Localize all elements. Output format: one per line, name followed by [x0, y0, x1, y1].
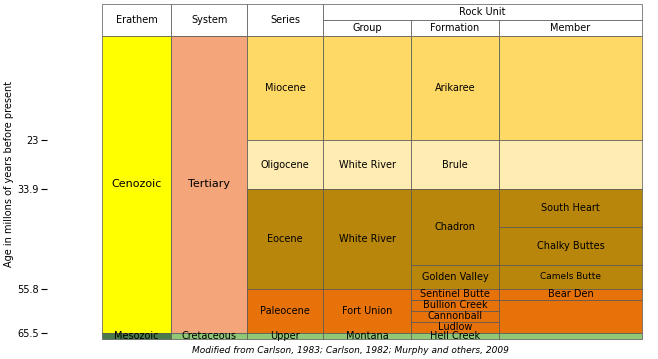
Text: Bullion Creek: Bullion Creek — [422, 300, 488, 310]
Bar — [499, 140, 642, 190]
Bar — [171, 4, 247, 36]
Text: Mesozoic: Mesozoic — [114, 331, 159, 341]
Text: Arikaree: Arikaree — [435, 83, 475, 93]
Bar — [499, 289, 642, 300]
Bar — [499, 227, 642, 265]
Bar — [247, 4, 323, 36]
Bar — [101, 4, 171, 36]
Text: Eocene: Eocene — [267, 234, 303, 244]
Bar — [411, 300, 499, 311]
Text: Erathem: Erathem — [116, 15, 157, 25]
Bar — [411, 289, 499, 300]
Bar — [411, 140, 499, 190]
Text: Upper: Upper — [270, 331, 300, 341]
Bar — [499, 20, 642, 36]
Text: Montana: Montana — [345, 331, 388, 341]
Bar — [323, 140, 411, 190]
Bar — [411, 20, 499, 36]
Bar — [499, 265, 642, 289]
Text: Oligocene: Oligocene — [261, 160, 309, 170]
Text: White River: White River — [339, 234, 395, 244]
Bar — [101, 333, 171, 340]
Text: Member: Member — [550, 23, 590, 33]
Bar — [323, 333, 411, 340]
Bar — [411, 333, 499, 340]
Bar — [171, 36, 247, 333]
Text: Rock Unit: Rock Unit — [459, 7, 505, 17]
Text: Bear Den: Bear Den — [547, 289, 594, 299]
Text: Paleocene: Paleocene — [260, 306, 310, 316]
Bar — [499, 333, 642, 340]
Text: Brule: Brule — [442, 160, 468, 170]
Text: Cenozoic: Cenozoic — [111, 179, 162, 189]
Text: Cannonball: Cannonball — [428, 311, 482, 321]
Text: Miocene: Miocene — [265, 83, 305, 93]
Bar — [411, 190, 499, 265]
Bar — [499, 190, 642, 227]
Bar — [323, 190, 411, 289]
Bar — [499, 36, 642, 140]
Bar — [247, 36, 323, 140]
Text: Golden Valley: Golden Valley — [422, 272, 488, 282]
Bar — [323, 4, 642, 20]
Text: Cretaceous: Cretaceous — [182, 331, 237, 341]
Bar — [247, 333, 323, 340]
Bar — [323, 289, 411, 333]
Text: Ludlow: Ludlow — [438, 322, 472, 332]
Bar — [499, 300, 642, 333]
Text: Sentinel Butte: Sentinel Butte — [420, 289, 490, 299]
Bar — [101, 36, 171, 333]
Text: Formation: Formation — [430, 23, 480, 33]
Bar — [323, 20, 411, 36]
Text: Hell Creek: Hell Creek — [430, 331, 480, 341]
Text: Modified from Carlson, 1983; Carlson, 1982; Murphy and others, 2009: Modified from Carlson, 1983; Carlson, 19… — [192, 346, 509, 355]
Text: Camels Butte: Camels Butte — [540, 272, 601, 281]
Bar — [411, 265, 499, 289]
Text: System: System — [191, 15, 228, 25]
Bar — [247, 289, 323, 333]
Text: South Heart: South Heart — [541, 203, 599, 213]
Text: Tertiary: Tertiary — [188, 179, 230, 189]
Text: Group: Group — [352, 23, 382, 33]
Text: White River: White River — [339, 160, 395, 170]
Bar — [411, 322, 499, 333]
Y-axis label: Age in millons of years before present: Age in millons of years before present — [4, 81, 14, 267]
Bar — [411, 311, 499, 322]
Bar — [411, 36, 499, 140]
Bar — [247, 190, 323, 289]
Text: Chalky Buttes: Chalky Buttes — [536, 241, 604, 251]
Text: Series: Series — [270, 15, 300, 25]
Bar — [247, 140, 323, 190]
Text: Fort Union: Fort Union — [342, 306, 392, 316]
Text: Chadron: Chadron — [434, 222, 476, 232]
Bar — [171, 333, 247, 340]
Bar — [323, 36, 411, 140]
